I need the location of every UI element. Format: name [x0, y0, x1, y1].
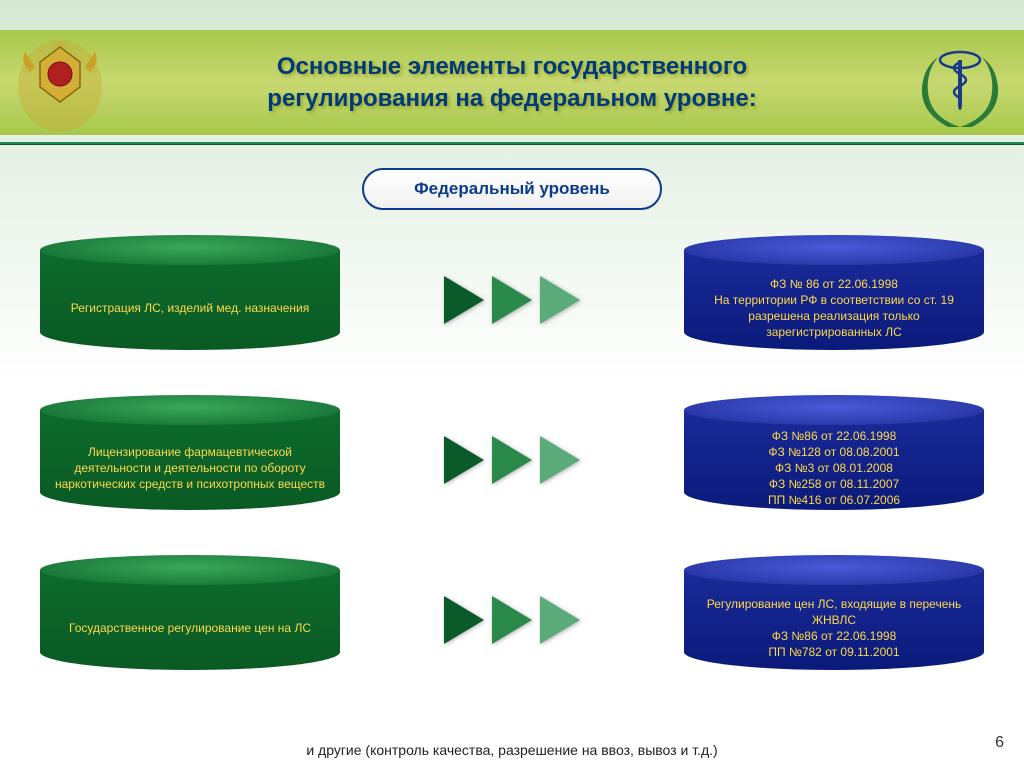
divider [0, 142, 1024, 145]
diagram-row: Регистрация ЛС, изделий мед. назначения … [40, 220, 984, 380]
arrow-group [340, 276, 684, 324]
diagram-row: Государственное регулирование цен на ЛС … [40, 540, 984, 700]
right-cylinder: ФЗ №86 от 22.06.1998ФЗ №128 от 08.08.200… [684, 395, 984, 525]
arrow-icon [492, 436, 532, 484]
left-cylinder: Регистрация ЛС, изделий мед. назначения [40, 235, 340, 365]
cylinder-text: Лицензирование фармацевтической деятельн… [52, 429, 328, 507]
emblem-left-icon [10, 32, 110, 132]
arrow-icon [540, 596, 580, 644]
page-number: 6 [995, 734, 1004, 752]
federal-level-label: Федеральный уровень [414, 179, 610, 199]
left-cylinder: Государственное регулирование цен на ЛС [40, 555, 340, 685]
arrow-icon [444, 596, 484, 644]
emblem-right-icon [910, 32, 1010, 132]
footer-note: и другие (контроль качества, разрешение … [0, 742, 1024, 758]
arrow-icon [444, 276, 484, 324]
header-band: Основные элементы государственного регул… [0, 30, 1024, 135]
cylinder-text: Государственное регулирование цен на ЛС [52, 589, 328, 667]
diagram-area: Регистрация ЛС, изделий мед. назначения … [40, 220, 984, 718]
right-cylinder: Регулирование цен ЛС, входящие в перечен… [684, 555, 984, 685]
cylinder-text: ФЗ №86 от 22.06.1998ФЗ №128 от 08.08.200… [696, 429, 972, 507]
federal-level-pill: Федеральный уровень [362, 168, 662, 210]
diagram-row: Лицензирование фармацевтической деятельн… [40, 380, 984, 540]
cylinder-text: Регистрация ЛС, изделий мед. назначения [52, 269, 328, 347]
slide-title: Основные элементы государственного регул… [192, 51, 832, 113]
arrow-group [340, 596, 684, 644]
cylinder-text: ФЗ № 86 от 22.06.1998На территории РФ в … [696, 269, 972, 347]
left-cylinder: Лицензирование фармацевтической деятельн… [40, 395, 340, 525]
arrow-icon [492, 596, 532, 644]
arrow-icon [540, 276, 580, 324]
right-cylinder: ФЗ № 86 от 22.06.1998На территории РФ в … [684, 235, 984, 365]
arrow-icon [444, 436, 484, 484]
arrow-group [340, 436, 684, 484]
cylinder-text: Регулирование цен ЛС, входящие в перечен… [696, 589, 972, 667]
arrow-icon [492, 276, 532, 324]
arrow-icon [540, 436, 580, 484]
